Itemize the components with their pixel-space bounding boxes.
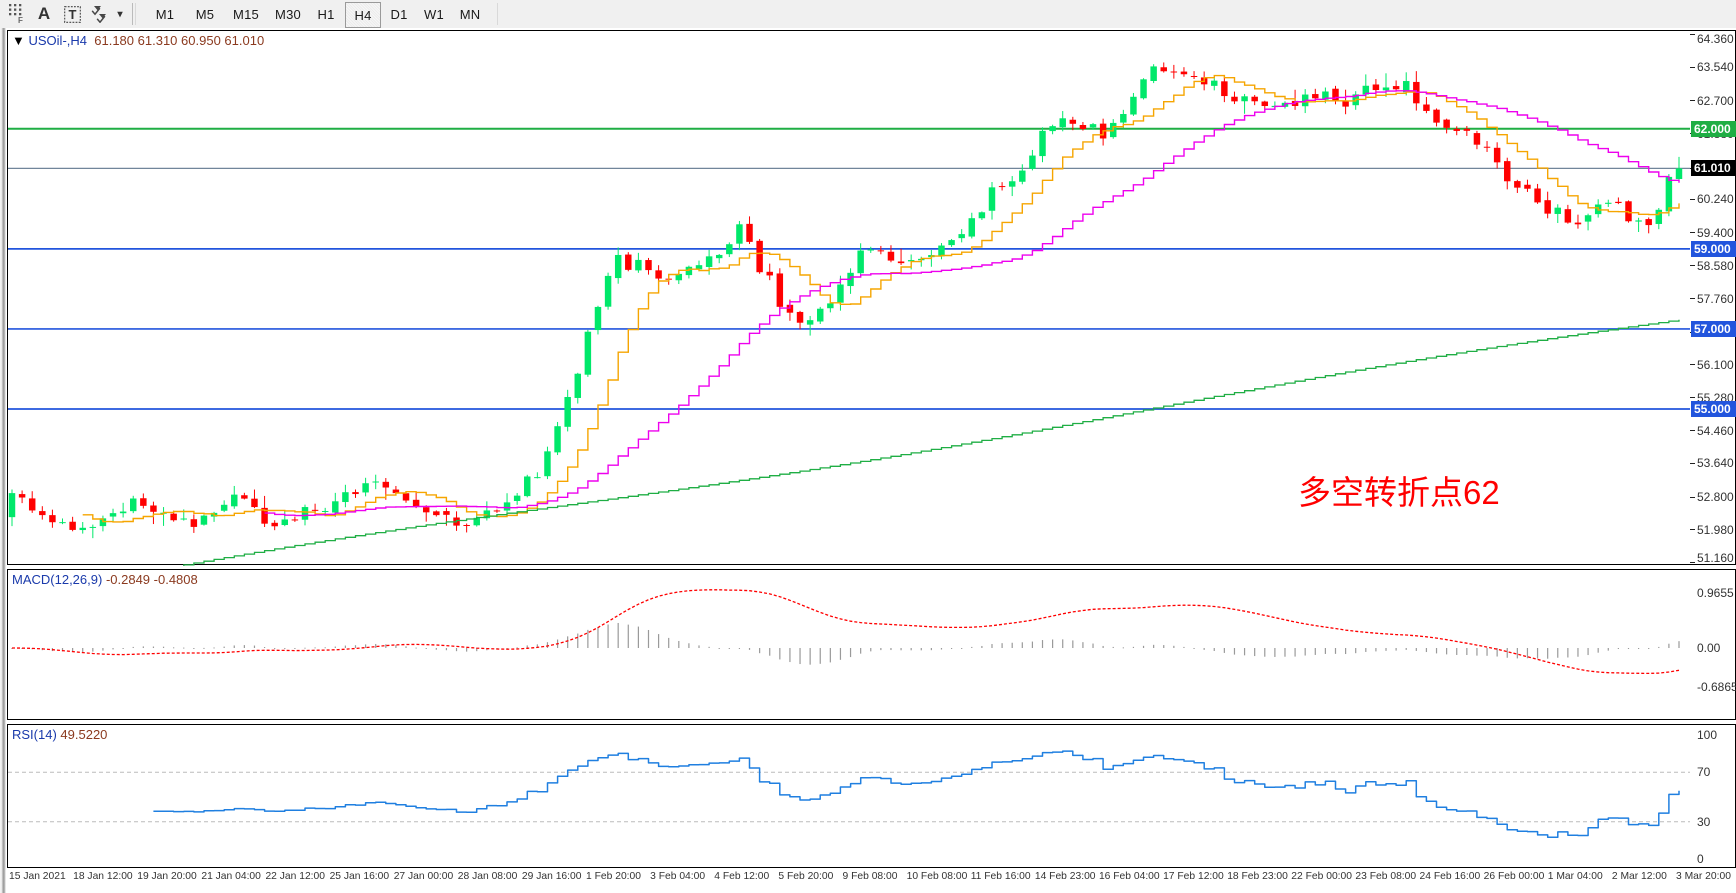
svg-text:T: T	[68, 7, 76, 22]
svg-text:F: F	[18, 16, 23, 24]
